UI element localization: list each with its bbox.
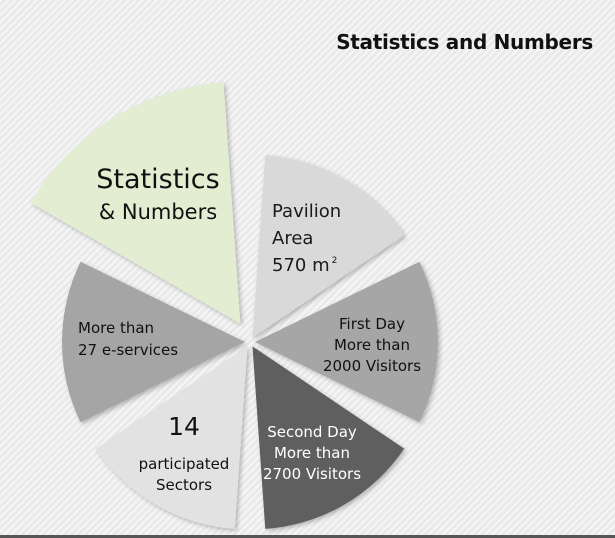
label-sectors-line-1: 14: [168, 412, 200, 441]
label-sectors-line-3: Sectors: [156, 476, 212, 494]
segment-first-day: [255, 261, 438, 423]
label-pavilion-line-2: Area: [272, 228, 313, 249]
segment-sectors: [95, 346, 248, 529]
segment-pavilion: [252, 155, 405, 338]
label-sectors: 14 participated Sectors: [139, 412, 230, 494]
page-title: Statistics and Numbers: [336, 30, 593, 54]
label-pavilion-line-1: Pavilion: [272, 201, 341, 222]
label-first-day-line-2: More than: [334, 336, 410, 354]
label-second-day-line-1: Second Day: [267, 423, 357, 441]
label-stats-line-2: & Numbers: [99, 200, 217, 224]
label-e-services-line-1: More than: [78, 319, 154, 337]
label-pavilion-line-3: 570 m: [272, 255, 330, 276]
bottom-divider: [0, 535, 615, 538]
label-second-day-line-3: 2700 Visitors: [263, 465, 361, 483]
label-pavilion-superscript: 2: [332, 256, 338, 266]
segment-e-services: [61, 261, 245, 423]
label-first-day: First Day More than 2000 Visitors: [323, 315, 421, 375]
label-first-day-line-3: 2000 Visitors: [323, 357, 421, 375]
label-e-services-line-2: 27 e-services: [78, 341, 178, 359]
segment-second-day: [252, 346, 405, 529]
label-sectors-line-2: participated: [139, 455, 230, 473]
label-second-day-line-2: More than: [274, 444, 350, 462]
segment-stats: [30, 82, 241, 324]
label-first-day-line-1: First Day: [339, 315, 405, 333]
label-stats-line-1: Statistics: [96, 164, 219, 195]
segment-labels: Statistics & Numbers Pavilion Area 570 m 2 Fir…: [78, 164, 421, 494]
label-stats: Statistics & Numbers: [96, 164, 219, 224]
pie-segments: [30, 82, 438, 529]
label-second-day: Second Day More than 2700 Visitors: [263, 423, 361, 483]
label-e-services: More than 27 e-services: [78, 319, 178, 359]
